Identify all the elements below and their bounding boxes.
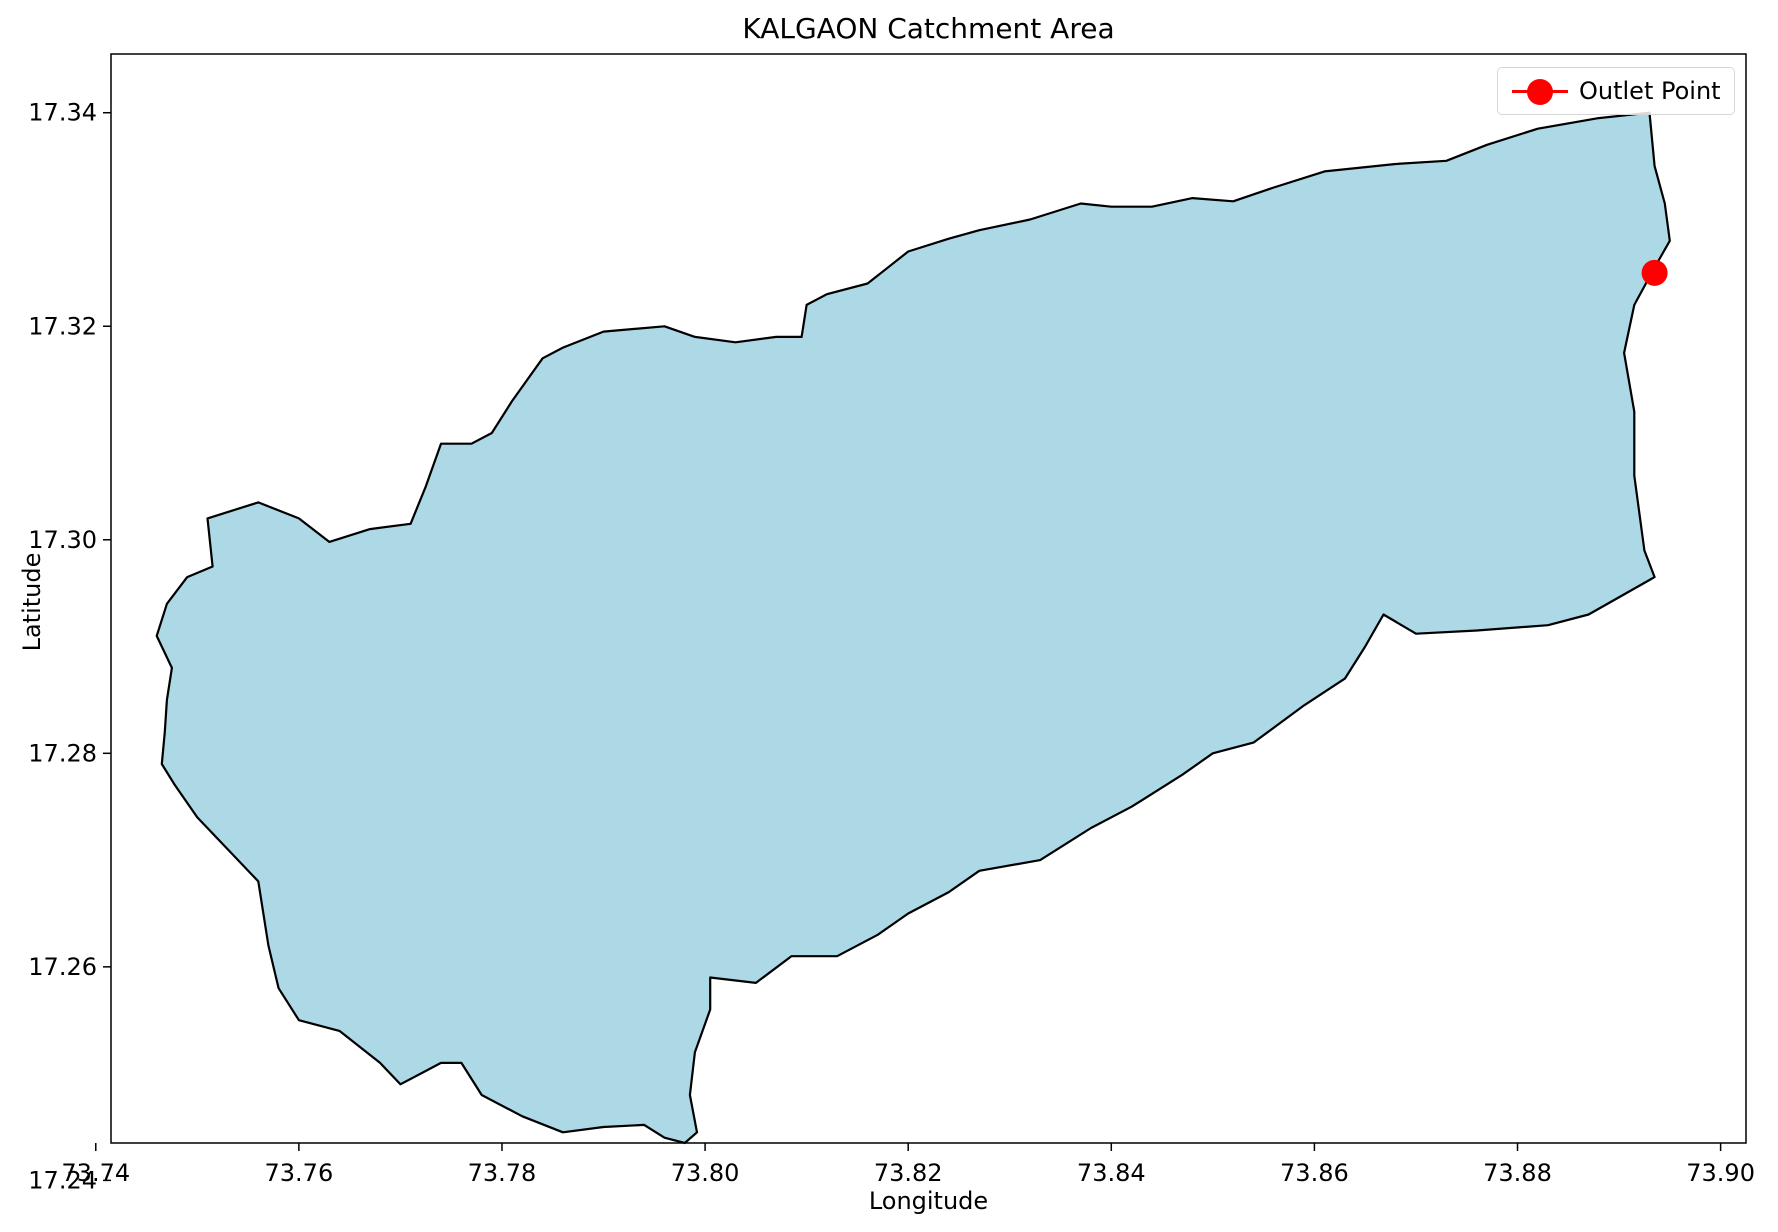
x-tick-label: 73.80 <box>671 1159 740 1187</box>
y-tick-label: 17.24 <box>28 1166 97 1194</box>
y-tick-label: 17.30 <box>28 526 97 554</box>
x-tick-label: 73.78 <box>468 1159 537 1187</box>
y-axis-label: Latitude <box>18 552 46 652</box>
catchment-layer <box>155 111 1671 1145</box>
catchment-polygon <box>155 111 1671 1145</box>
y-tick-label: 17.28 <box>28 739 97 767</box>
y-tick-label: 17.34 <box>28 99 97 127</box>
x-tick-label: 73.82 <box>874 1159 943 1187</box>
x-tick-label: 73.76 <box>265 1159 334 1187</box>
axes-frame <box>110 53 1747 1144</box>
legend-dot-marker <box>1527 79 1553 105</box>
legend: Outlet Point <box>1497 67 1735 115</box>
y-tick-label: 17.26 <box>28 953 97 981</box>
outlet-point <box>1641 259 1668 286</box>
chart-title: KALGAON Catchment Area <box>742 12 1115 45</box>
legend-label: Outlet Point <box>1579 77 1721 105</box>
x-tick-label: 73.74 <box>61 1159 130 1187</box>
axes: 73.74 73.76 73.78 73.80 73.82 73.84 73.86 73.88… <box>28 53 1755 1194</box>
y-tick-label: 17.32 <box>28 312 97 340</box>
x-tick-label: 73.84 <box>1077 1159 1146 1187</box>
x-axis-label: Longitude <box>868 1187 989 1215</box>
x-tick-label: 73.86 <box>1280 1159 1349 1187</box>
x-tick-label: 73.88 <box>1483 1159 1552 1187</box>
x-tick-label: 73.90 <box>1686 1159 1755 1187</box>
